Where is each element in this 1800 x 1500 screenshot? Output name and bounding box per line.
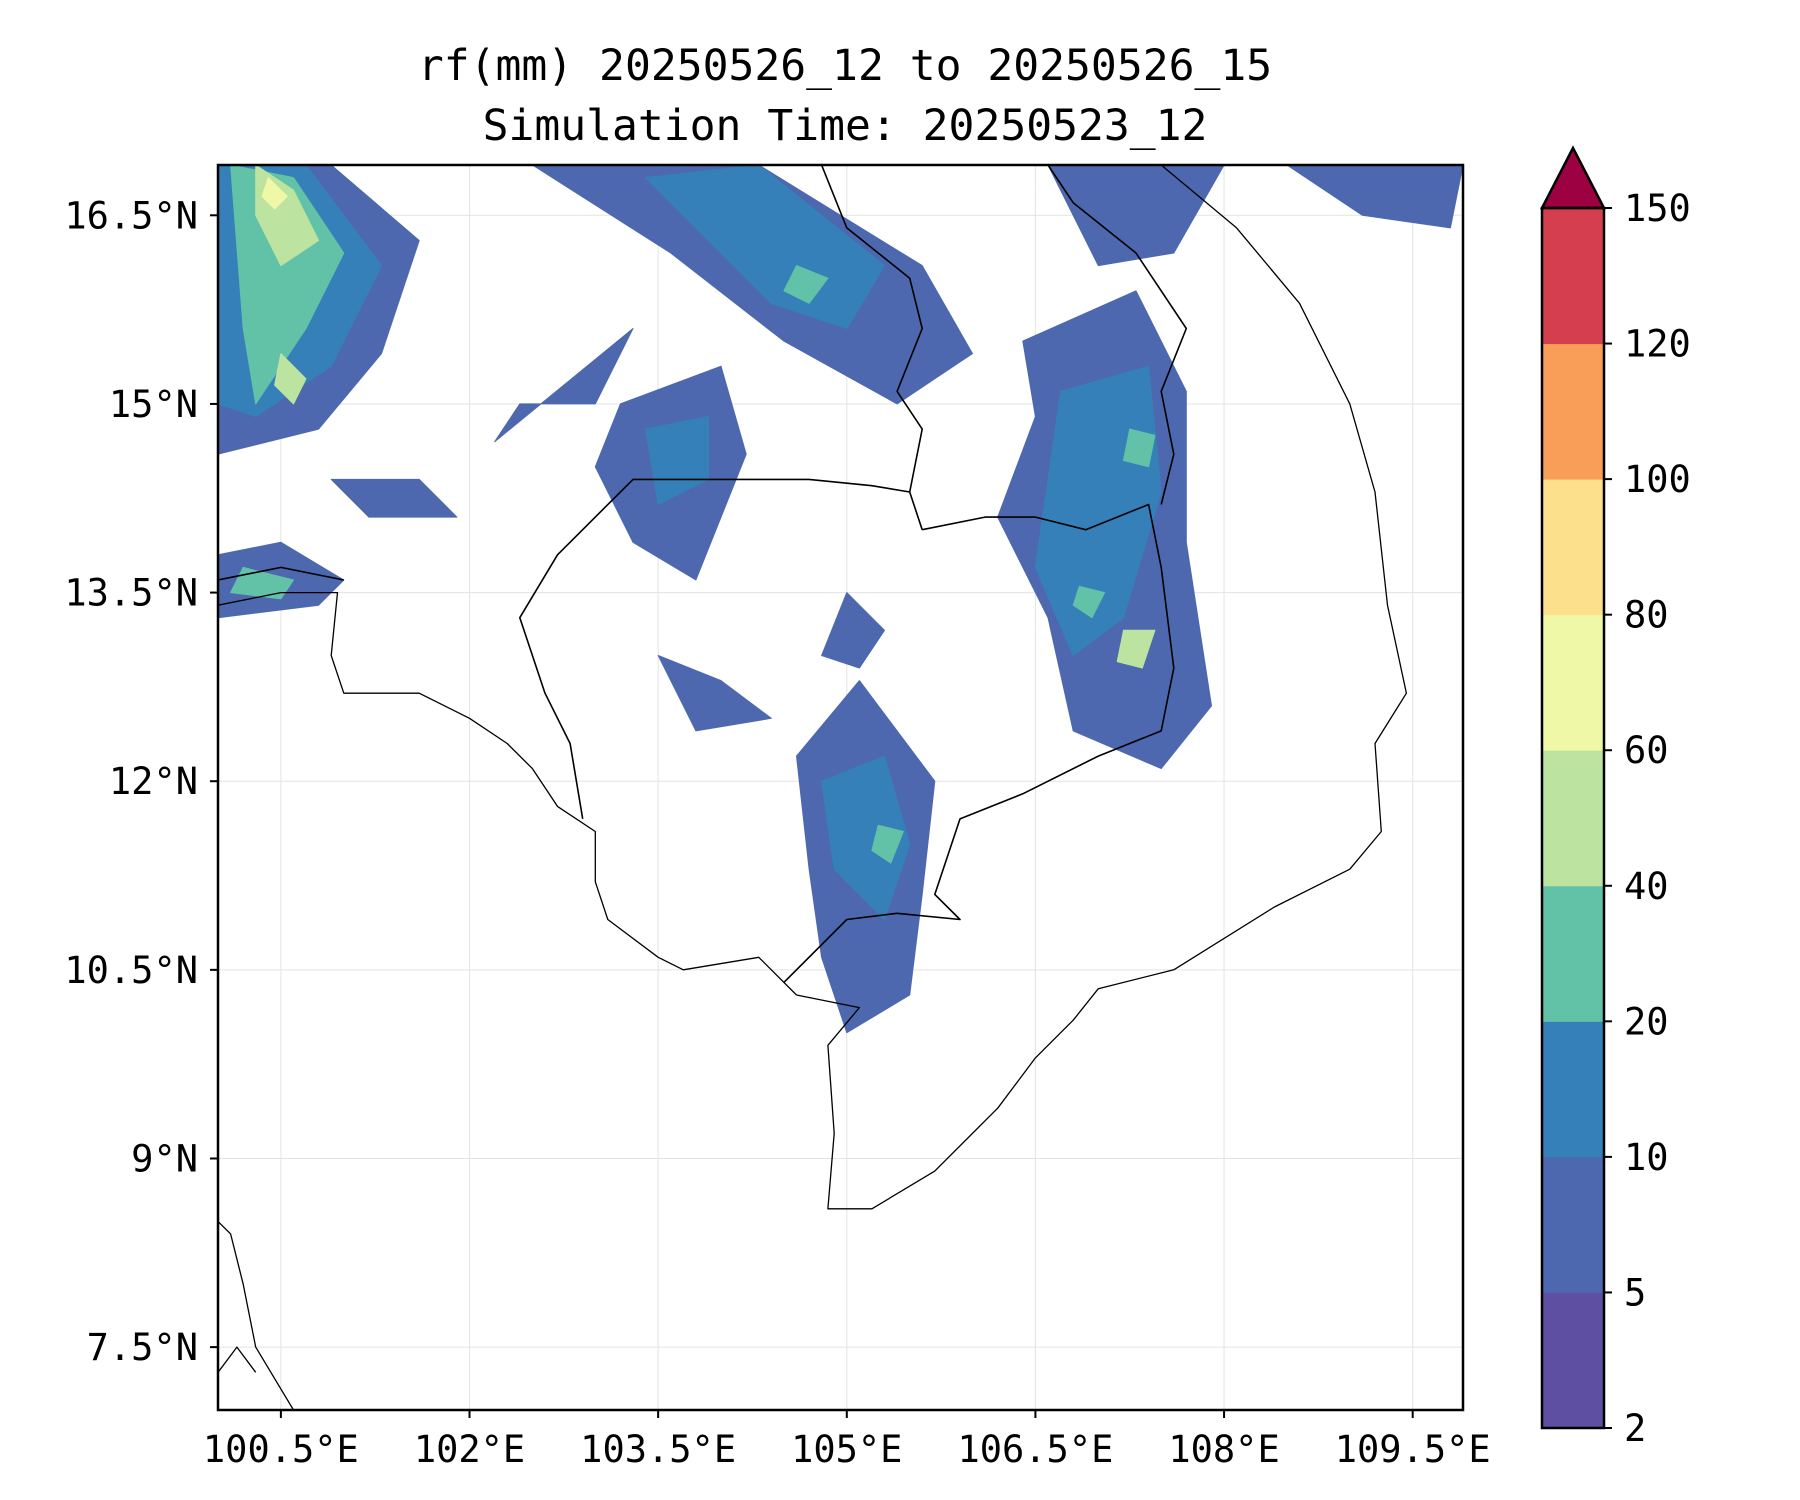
lat-tick-label: 7.5°N	[87, 1326, 198, 1369]
lat-tick-label: 12°N	[109, 760, 198, 803]
rain-cell-nw-band-5	[261, 177, 288, 210]
rain-cell-sc-2	[821, 592, 885, 669]
colorbar-segment	[1542, 614, 1604, 751]
colorbar-label: 40	[1624, 865, 1669, 908]
colorbar-label: 150	[1624, 187, 1691, 230]
rain-cell-e-4	[1072, 585, 1106, 619]
rain-cell-ne-2	[1286, 165, 1463, 229]
rain-cell-e-5	[1116, 629, 1156, 669]
border-la-th-n	[820, 165, 924, 493]
coast-vietnam	[796, 165, 1408, 1210]
rain-cell-sc-1	[657, 655, 772, 732]
rain-cell-s-2	[821, 755, 911, 920]
coast-peninsula	[218, 1220, 295, 1410]
colorbar-segment	[1542, 750, 1604, 887]
rain-cell-e-3	[1123, 428, 1156, 468]
colorbar-segment	[1542, 1292, 1604, 1429]
rain-cell-s-3	[871, 824, 904, 864]
colorbar-label: 100	[1624, 458, 1691, 501]
rain-cell-sc-3	[494, 328, 634, 443]
lat-tick-label: 13.5°N	[64, 572, 198, 615]
colorbar-extend-arrow	[1539, 145, 1607, 210]
lon-tick-label: 100.5°E	[203, 1428, 359, 1471]
colorbar-segment	[1542, 885, 1604, 1022]
colorbar-label: 120	[1624, 323, 1691, 366]
lon-tick-label: 102°E	[414, 1428, 525, 1471]
colorbar-segment	[1542, 343, 1604, 480]
coastlines-and-borders	[218, 165, 1408, 1410]
colorbar-label: 10	[1624, 1136, 1669, 1179]
colorbar-segment	[1542, 1156, 1604, 1293]
rain-cell-west-2	[230, 566, 294, 600]
border-la-vn	[1047, 165, 1188, 505]
lon-tick-label: 106.5°E	[957, 1428, 1113, 1471]
lat-tick-label: 15°N	[109, 383, 198, 426]
lat-tick-label: 10.5°N	[64, 949, 198, 992]
colorbar-frame	[1540, 206, 1606, 1430]
rain-cell-nw-band-6	[274, 353, 307, 405]
lon-tick-label: 109.5°E	[1335, 1428, 1491, 1471]
colorbar-label: 2	[1624, 1407, 1646, 1450]
colorbar-segment	[1542, 1021, 1604, 1158]
plot-frame	[216, 163, 1465, 1412]
title-line-1: rf(mm) 20250526_12 to 20250526_15	[417, 41, 1273, 91]
rain-cell-nc-3	[783, 265, 829, 304]
map-title: rf(mm) 20250526_12 to 20250526_15 Simula…	[220, 36, 1470, 156]
colorbar-segment	[1542, 479, 1604, 616]
latitude-ticks: 16.5°N 15°N 13.5°N 12°N 10.5°N 9°N 7.5°N	[64, 194, 218, 1369]
coast-peninsula-w	[218, 1346, 257, 1373]
colorbar-label: 60	[1624, 729, 1669, 772]
colorbar-label: 80	[1624, 594, 1669, 637]
rain-cell-west-3	[330, 478, 458, 518]
lon-tick-label: 103.5°E	[580, 1428, 736, 1471]
colorbar-label: 20	[1624, 1000, 1669, 1043]
rain-cell-nw-band-3	[230, 165, 345, 405]
colorbar-label: 5	[1624, 1271, 1646, 1314]
rain-cell-ne-1	[1047, 165, 1225, 267]
lon-tick-label: 105°E	[791, 1428, 902, 1471]
lat-tick-label: 9°N	[131, 1137, 198, 1180]
rainfall-field	[218, 165, 1463, 1034]
colorbar: 2 5 10 20 40 60 80 100 120 150	[1539, 145, 1691, 1450]
border-th-la	[218, 566, 344, 581]
longitude-ticks: 100.5°E 102°E 103.5°E 105°E 106.5°E 108°E 109.…	[203, 1410, 1491, 1471]
title-line-2: Simulation Time: 20250523_12	[482, 101, 1208, 151]
lon-tick-label: 108°E	[1168, 1428, 1279, 1471]
colorbar-segment	[1542, 208, 1604, 345]
lat-tick-label: 16.5°N	[64, 194, 198, 237]
border-th-kh	[518, 478, 923, 820]
rain-cell-nc-2	[645, 165, 885, 329]
coast-cambodia-gulf	[218, 591, 797, 996]
border-kh-la-vn	[783, 503, 1175, 983]
